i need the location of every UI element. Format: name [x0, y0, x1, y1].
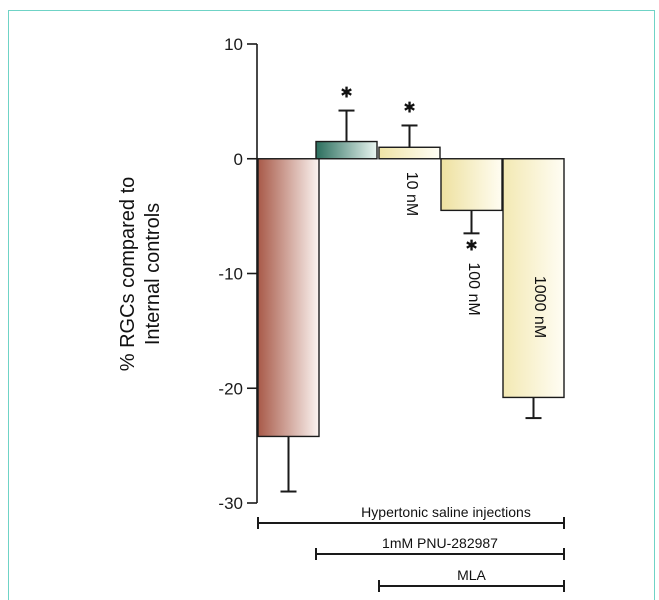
treatment-label: Hypertonic saline injections: [361, 504, 531, 520]
significance-star-3: ✱: [465, 236, 478, 254]
treatment-label: 1mM PNU-282987: [382, 535, 498, 551]
significance-star-1: ✱: [340, 84, 353, 102]
bar-label-2: 10 nM: [403, 172, 420, 216]
y-tick-label: -30: [218, 494, 243, 513]
bar-0: [257, 158, 320, 438]
bar-1: [315, 140, 378, 160]
y-tick-label: 10: [224, 35, 243, 54]
y-axis-ticks: 10 0 -10 -20 -30: [218, 35, 257, 513]
y-axis-label-line-2: Internal controls: [142, 203, 164, 345]
y-tick-label: -10: [218, 265, 243, 284]
bar-label-3: 100 nM: [465, 262, 482, 315]
bars-group: ✱ ✱ ✱ 10 nM 100 nM 1000 nM: [257, 84, 565, 493]
treatment-label: MLA: [457, 567, 486, 583]
significance-star-2: ✱: [403, 98, 416, 116]
bar-label-4: 1000 nM: [531, 276, 548, 338]
treatment-brackets: Hypertonic saline injections 1mM PNU-2829…: [257, 504, 565, 592]
y-axis-label-line-1: % RGCs compared to: [117, 177, 139, 372]
figure-frame: [8, 10, 655, 600]
y-axis-label: % RGCs compared to Internal controls: [117, 177, 164, 372]
bar-4: [502, 158, 565, 399]
bar-3: [440, 158, 503, 212]
y-tick-label: 0: [234, 150, 243, 169]
bar-2: [378, 146, 441, 160]
y-tick-label: -20: [218, 379, 243, 398]
